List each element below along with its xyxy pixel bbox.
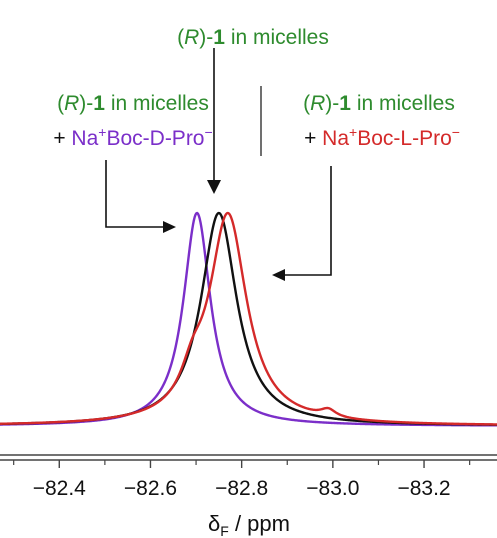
label-left-italic: R: [64, 92, 79, 115]
arrowheads: [163, 180, 285, 281]
label-right-salt: Na: [322, 127, 349, 150]
label-right-anion-sup: −: [452, 124, 460, 140]
label-left-sup: +: [98, 124, 106, 140]
label-top: (R)-1 in micelles: [177, 26, 329, 49]
label-right-anion: Boc-L-Pro: [357, 127, 452, 150]
label-right-italic: R: [310, 92, 325, 115]
x-axis: [0, 454, 497, 461]
label-top-prefix: (: [177, 26, 184, 49]
arrows: [105, 48, 332, 276]
x-tick-label: −82.6: [124, 477, 177, 500]
label-left-bold: 1: [93, 92, 105, 115]
label-left-suffix: in micelles: [105, 92, 209, 115]
label-right-line1: (R)-1 in micelles: [303, 92, 455, 115]
label-left-plus: +: [53, 127, 71, 150]
x-axis-title: δF / ppm: [208, 511, 290, 538]
arrowhead-right: [272, 269, 285, 281]
label-left-anion: Boc-D-Pro: [106, 127, 204, 150]
spectrum-line-d: [0, 211, 497, 427]
label-left-line1: (R)-1 in micelles: [57, 92, 209, 115]
label-right-sup: +: [349, 124, 357, 140]
label-top-italic: R: [184, 26, 199, 49]
x-axis-title-suffix: / ppm: [229, 511, 290, 536]
label-left-anion-sup: −: [205, 124, 213, 140]
label-right-suffix: in micelles: [351, 92, 455, 115]
label-right-plus: +: [304, 127, 322, 150]
label-left-line2: + Na+Boc-D-Pro−: [53, 124, 212, 150]
x-ticks: −82.4 −82.6 −82.8 −83.0 −83.2: [13, 460, 471, 500]
x-tick-label: −83.2: [397, 477, 450, 500]
x-tick-label: −83.0: [306, 477, 359, 500]
label-right-mid: )-: [325, 92, 339, 115]
arrow-left: [105, 160, 165, 228]
label-left-prefix: (: [57, 92, 64, 115]
x-tick-label: −82.8: [215, 477, 268, 500]
x-axis-title-sub: F: [220, 523, 229, 538]
label-top-mid: )-: [199, 26, 213, 49]
label-left-salt: Na: [71, 127, 98, 150]
label-top-bold: 1: [213, 26, 225, 49]
x-axis-title-symbol: δ: [208, 511, 220, 536]
spectra: [0, 211, 497, 427]
x-tick-label: −82.4: [33, 477, 86, 500]
label-right-bold: 1: [339, 92, 351, 115]
label-left-mid: )-: [79, 92, 93, 115]
spectrum-line-none: [0, 211, 497, 426]
label-right-line2: + Na+Boc-L-Pro−: [304, 124, 460, 150]
label-top-suffix: in micelles: [225, 26, 329, 49]
arrow-right: [283, 166, 332, 276]
arrowhead-top: [207, 180, 221, 194]
arrowhead-left: [163, 221, 176, 233]
label-right-prefix: (: [303, 92, 310, 115]
spectrum-line-l: [0, 211, 497, 426]
